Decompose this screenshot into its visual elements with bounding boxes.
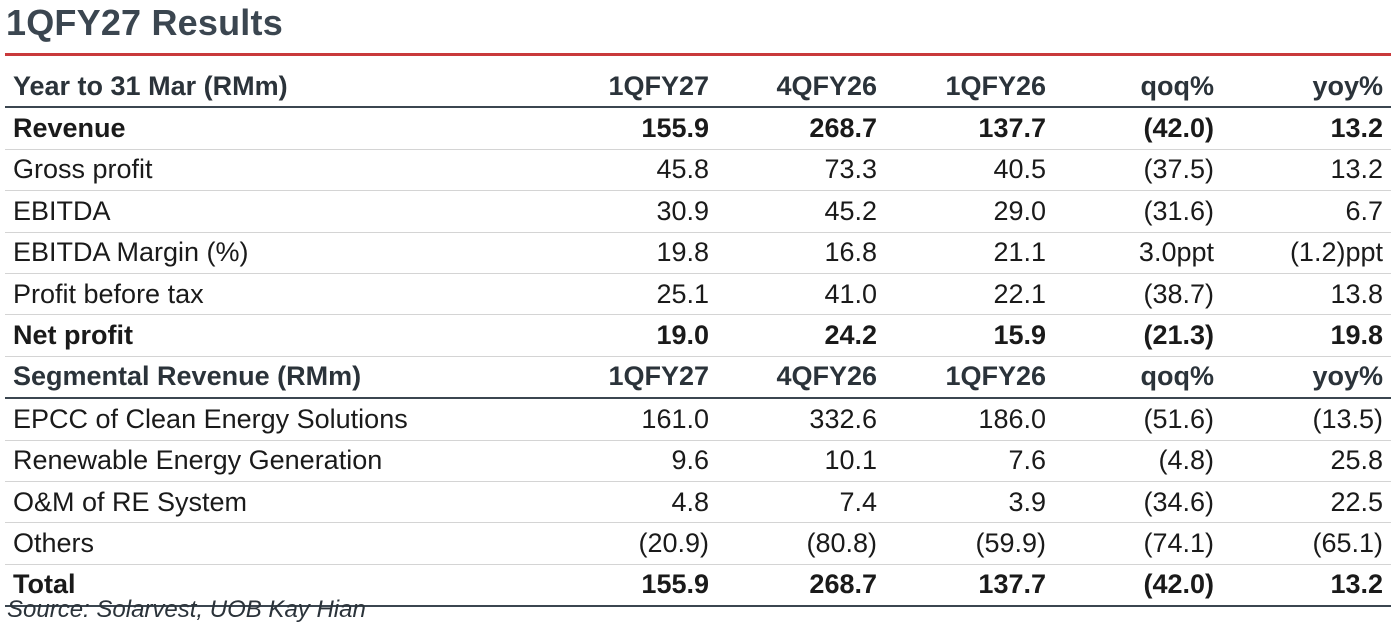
- cell: (31.6): [1054, 190, 1222, 233]
- cell: 7.6: [885, 440, 1054, 482]
- cell: 29.0: [885, 190, 1054, 233]
- cell: (13.5): [1222, 398, 1391, 441]
- table-header-row: Year to 31 Mar (RMm) 1QFY27 4QFY26 1QFY2…: [5, 66, 1391, 109]
- cell: (1.2)ppt: [1222, 232, 1391, 274]
- cell: 21.1: [885, 232, 1054, 274]
- cell: 268.7: [717, 564, 885, 608]
- row-label: Profit before tax: [5, 273, 550, 316]
- segment-header-col-4qfy26: 4QFY26: [717, 356, 885, 400]
- page-title: 1QFY27 Results: [6, 2, 283, 43]
- cell: (42.0): [1054, 564, 1222, 608]
- results-table: Year to 31 Mar (RMm) 1QFY27 4QFY26 1QFY2…: [5, 66, 1391, 608]
- cell: 155.9: [550, 564, 717, 608]
- table-row-total: Total 155.9 268.7 137.7 (42.0) 13.2: [5, 564, 1391, 608]
- cell: 3.0ppt: [1054, 232, 1222, 274]
- table-row: EBITDA 30.9 45.2 29.0 (31.6) 6.7: [5, 190, 1391, 233]
- cell: (20.9): [550, 522, 717, 565]
- header-col-1qfy27: 1QFY27: [550, 66, 717, 109]
- segment-header-col-qoq: qoq%: [1054, 356, 1222, 400]
- cell: 22.5: [1222, 481, 1391, 524]
- header-col-1qfy26: 1QFY26: [885, 66, 1054, 109]
- segment-header-col-1qfy27: 1QFY27: [550, 356, 717, 400]
- cell: 332.6: [717, 398, 885, 441]
- cell: (65.1): [1222, 522, 1391, 565]
- cell: 186.0: [885, 398, 1054, 441]
- cell: 19.0: [550, 314, 717, 357]
- cell: 40.5: [885, 149, 1054, 192]
- table-row: Revenue 155.9 268.7 137.7 (42.0) 13.2: [5, 107, 1391, 150]
- cell: 16.8: [717, 232, 885, 274]
- cell: 13.8: [1222, 273, 1391, 316]
- cell: 41.0: [717, 273, 885, 316]
- cell: (74.1): [1054, 522, 1222, 565]
- segment-header-col-yoy: yoy%: [1222, 356, 1391, 400]
- cell: 155.9: [550, 107, 717, 150]
- header-label: Year to 31 Mar (RMm): [5, 66, 550, 109]
- header-col-4qfy26: 4QFY26: [717, 66, 885, 109]
- cell: (38.7): [1054, 273, 1222, 316]
- cell: 161.0: [550, 398, 717, 441]
- table-row: O&M of RE System 4.8 7.4 3.9 (34.6) 22.5: [5, 481, 1391, 524]
- cell: 25.8: [1222, 440, 1391, 482]
- table-row: Profit before tax 25.1 41.0 22.1 (38.7) …: [5, 273, 1391, 316]
- table-row: Net profit 19.0 24.2 15.9 (21.3) 19.8: [5, 314, 1391, 357]
- table-row: EPCC of Clean Energy Solutions 161.0 332…: [5, 398, 1391, 441]
- cell: (37.5): [1054, 149, 1222, 192]
- row-label: Revenue: [5, 107, 550, 150]
- cell: 268.7: [717, 107, 885, 150]
- row-label: Others: [5, 522, 550, 565]
- row-label: EBITDA: [5, 190, 550, 233]
- title-divider: [5, 53, 1391, 56]
- row-label: O&M of RE System: [5, 481, 550, 524]
- cell: 137.7: [885, 107, 1054, 150]
- row-label: Renewable Energy Generation: [5, 440, 550, 482]
- cell: 13.2: [1222, 149, 1391, 192]
- cell: 19.8: [1222, 314, 1391, 357]
- cell: 45.2: [717, 190, 885, 233]
- row-label: EBITDA Margin (%): [5, 232, 550, 274]
- cell: (4.8): [1054, 440, 1222, 482]
- cell: (34.6): [1054, 481, 1222, 524]
- cell: 19.8: [550, 232, 717, 274]
- cell: 24.2: [717, 314, 885, 357]
- cell: 9.6: [550, 440, 717, 482]
- table-row: Gross profit 45.8 73.3 40.5 (37.5) 13.2: [5, 149, 1391, 192]
- cell: (51.6): [1054, 398, 1222, 441]
- cell: 45.8: [550, 149, 717, 192]
- cell: (42.0): [1054, 107, 1222, 150]
- cell: 30.9: [550, 190, 717, 233]
- segment-header-row: Segmental Revenue (RMm) 1QFY27 4QFY26 1Q…: [5, 356, 1391, 400]
- cell: 4.8: [550, 481, 717, 524]
- cell: (59.9): [885, 522, 1054, 565]
- cell: 6.7: [1222, 190, 1391, 233]
- cell: 7.4: [717, 481, 885, 524]
- cell: 10.1: [717, 440, 885, 482]
- header-col-qoq: qoq%: [1054, 66, 1222, 109]
- cell: 13.2: [1222, 564, 1391, 608]
- cell: (21.3): [1054, 314, 1222, 357]
- cell: 13.2: [1222, 107, 1391, 150]
- row-label: Net profit: [5, 314, 550, 357]
- cell: 15.9: [885, 314, 1054, 357]
- row-label: EPCC of Clean Energy Solutions: [5, 398, 550, 441]
- segment-header-col-1qfy26: 1QFY26: [885, 356, 1054, 400]
- table-row: EBITDA Margin (%) 19.8 16.8 21.1 3.0ppt …: [5, 232, 1391, 274]
- segment-header-label: Segmental Revenue (RMm): [5, 356, 550, 400]
- source-note: Source: Solarvest, UOB Kay Hian: [7, 596, 366, 623]
- cell: 25.1: [550, 273, 717, 316]
- row-label: Gross profit: [5, 149, 550, 192]
- cell: 22.1: [885, 273, 1054, 316]
- cell: 3.9: [885, 481, 1054, 524]
- cell: 73.3: [717, 149, 885, 192]
- cell: 137.7: [885, 564, 1054, 608]
- table-row: Others (20.9) (80.8) (59.9) (74.1) (65.1…: [5, 522, 1391, 565]
- cell: (80.8): [717, 522, 885, 565]
- row-label: Total: [5, 564, 550, 608]
- header-col-yoy: yoy%: [1222, 66, 1391, 109]
- table-row: Renewable Energy Generation 9.6 10.1 7.6…: [5, 440, 1391, 482]
